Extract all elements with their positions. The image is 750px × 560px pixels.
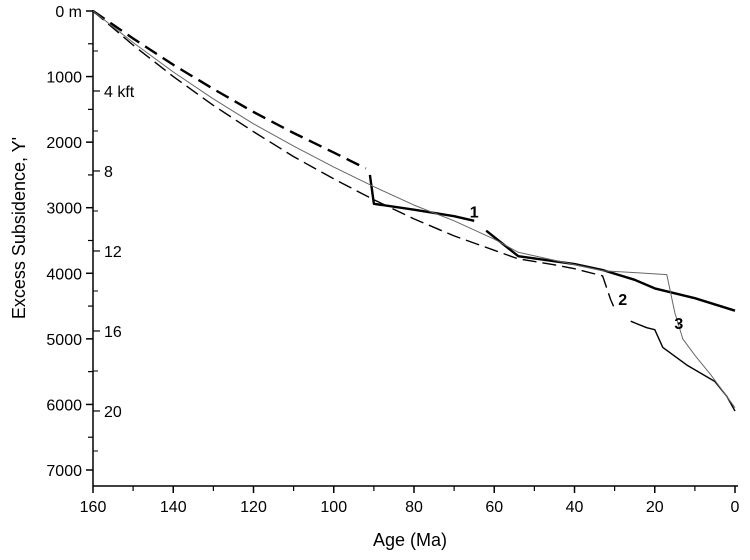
series-annotation: 1 [470,205,479,222]
series-1-line [485,229,736,312]
x-tick-label: 20 [646,499,664,516]
secondary-y-label: 12 [104,244,122,261]
secondary-y-label: 16 [104,324,122,341]
y-tick-label: 0 m [55,4,82,21]
secondary-y-label: 8 [104,164,113,181]
series-1-line [368,174,475,222]
series-annotation: 3 [674,316,683,333]
plot-area: 160 140 120 100 80 60 40 20 0 0 m100020003000400… [46,4,739,516]
y-tick-label: 5000 [46,332,82,349]
x-tick-label: 0 [731,499,740,516]
y-tick-label: 7000 [46,463,82,480]
x-tick-label: 80 [405,499,423,516]
series-3-line [92,10,736,408]
y-tick-label: 6000 [46,397,82,414]
secondary-y-label: 4 kft [104,84,135,101]
x-ticks: 160 140 120 100 80 60 40 20 0 [80,486,740,516]
x-tick-label: 120 [240,499,267,516]
series-annotation: 2 [618,292,627,309]
secondary-y-label: 20 [104,404,122,421]
x-axis-label: Age (Ma) [373,530,447,550]
x-tick-label: 160 [80,499,107,516]
y-axis-label: Excess Subsidence, Y' [9,137,29,319]
y-tick-label: 1000 [46,70,82,87]
x-tick-label: 140 [160,499,187,516]
y-tick-label: 2000 [46,135,82,152]
y-tick-label: 4000 [46,266,82,283]
y-ticks: 0 m 1000 2000 3000 4000 5000 6000 7000 [46,4,93,480]
secondary-y-labels: 4 kft 8 12 16 20 [93,50,135,452]
x-tick-label: 40 [566,499,584,516]
series-2-line [630,320,736,412]
y-tick-label: 3000 [46,201,82,218]
series-2-line [92,10,616,309]
series-layer [92,10,736,412]
x-tick-label: 100 [320,499,347,516]
annotation-layer: 1 2 3 [470,205,684,333]
x-tick-label: 60 [485,499,503,516]
